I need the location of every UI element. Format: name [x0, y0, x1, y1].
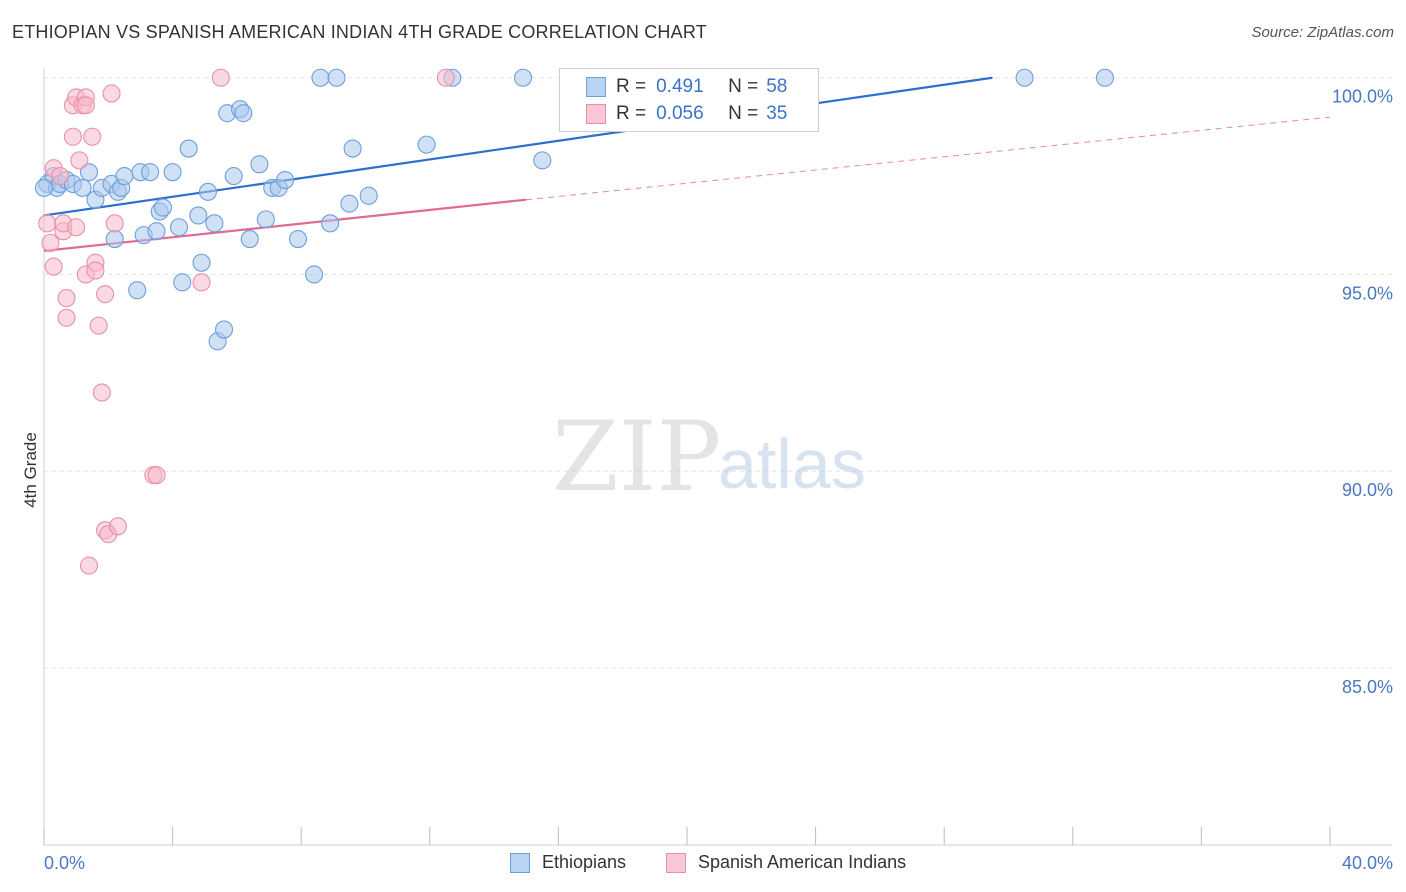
point-ethiopians: [147, 222, 166, 241]
axes-layer: 85.0% 90.0% 95.0% 100.0%: [43, 68, 1393, 846]
point-ethiopians: [1015, 68, 1034, 87]
point-ethiopians: [340, 194, 359, 213]
point-ethiopians: [250, 155, 269, 174]
point-ethiopians: [305, 265, 324, 284]
y-tick-label: 90.0%: [1342, 480, 1393, 500]
point-spanish-american-indians: [102, 84, 121, 103]
series-legend-spanish-american-indians[interactable]: Spanish American Indians: [666, 852, 906, 873]
legend-r-value-blue: 0.491: [656, 76, 704, 97]
point-ethiopians: [533, 151, 552, 170]
point-spanish-american-indians: [79, 556, 99, 575]
point-spanish-american-indians: [67, 218, 86, 237]
point-ethiopians: [79, 163, 99, 182]
point-ethiopians: [105, 230, 124, 249]
series-swatch-spanish-american-indians: [666, 852, 686, 873]
y-axis-label: 4th Grade: [21, 432, 40, 508]
legend-swatch-blue: [586, 77, 606, 97]
legend-swatch-pink: [586, 104, 606, 124]
point-ethiopians: [128, 281, 147, 300]
point-ethiopians: [115, 167, 134, 186]
point-ethiopians: [256, 210, 275, 229]
legend-row-pink: R = 0.056 N = 35: [586, 101, 787, 127]
watermark-atlas: atlas: [718, 425, 866, 503]
point-spanish-american-indians: [96, 285, 115, 304]
point-spanish-american-indians: [436, 68, 455, 87]
point-ethiopians: [34, 178, 54, 197]
point-spanish-american-indians: [76, 96, 95, 115]
point-ethiopians: [321, 214, 340, 233]
legend-n-value-blue: 58: [766, 76, 788, 97]
legend-row-blue: R = 0.491 N = 58: [586, 74, 787, 100]
point-ethiopians: [276, 170, 295, 190]
point-ethiopians: [224, 167, 243, 186]
legend-r-label-pink: R =: [616, 103, 647, 124]
point-ethiopians: [141, 163, 160, 182]
point-spanish-american-indians: [192, 273, 211, 292]
point-ethiopians: [189, 206, 208, 225]
point-spanish-american-indians: [147, 466, 166, 485]
trend-line-spanish-american-indians: [43, 198, 527, 252]
point-ethiopians: [343, 139, 362, 158]
point-spanish-american-indians: [92, 383, 111, 402]
point-ethiopians: [288, 230, 308, 249]
source-label: Source: ZipAtlas.com: [1251, 24, 1394, 41]
point-ethiopians: [214, 320, 234, 339]
point-spanish-american-indians: [211, 68, 230, 87]
point-spanish-american-indians: [41, 233, 60, 253]
point-spanish-american-indians: [63, 127, 82, 146]
point-spanish-american-indians: [44, 257, 63, 276]
point-spanish-american-indians: [86, 261, 105, 280]
point-ethiopians: [205, 214, 224, 233]
point-spanish-american-indians: [105, 214, 124, 233]
series-legend-ethiopians-label: Ethiopians: [542, 852, 627, 872]
point-spanish-american-indians: [108, 517, 127, 536]
point-ethiopians: [163, 163, 182, 182]
series-swatch-ethiopians: [510, 852, 530, 873]
y-tick-label: 100.0%: [1332, 87, 1393, 107]
legend-r-value-pink: 0.056: [656, 103, 704, 124]
points-layer: [34, 68, 1114, 575]
point-spanish-american-indians: [83, 127, 102, 146]
legend-r-label-blue: R =: [616, 76, 647, 97]
point-ethiopians: [359, 186, 378, 205]
point-ethiopians: [169, 218, 189, 237]
legend-n-value-pink: 35: [766, 103, 788, 124]
point-ethiopians: [173, 273, 192, 292]
point-spanish-american-indians: [89, 316, 108, 335]
point-ethiopians: [153, 198, 173, 217]
series-legend-ethiopians[interactable]: Ethiopians: [510, 852, 626, 873]
point-spanish-american-indians: [57, 289, 76, 308]
legend-n-label-blue: N =: [728, 76, 759, 97]
point-ethiopians: [327, 68, 346, 87]
point-spanish-american-indians: [51, 167, 70, 186]
point-ethiopians: [240, 230, 259, 249]
point-ethiopians: [179, 139, 198, 158]
x-tick-min: 0.0%: [44, 853, 85, 873]
watermark-zip: ZIP: [552, 401, 721, 513]
trend-line-extension: [526, 116, 1331, 201]
point-ethiopians: [311, 68, 330, 87]
legend-n-label-pink: N =: [728, 103, 759, 124]
series-legend: Ethiopians Spanish American Indians: [0, 852, 1406, 878]
grid-layer: [44, 77, 1392, 669]
point-spanish-american-indians: [57, 308, 76, 327]
point-spanish-american-indians: [38, 214, 57, 233]
x-tick-max: 40.0%: [1342, 853, 1393, 873]
point-ethiopians: [192, 253, 211, 272]
chart-title: ETHIOPIAN VS SPANISH AMERICAN INDIAN 4TH…: [12, 22, 707, 42]
point-ethiopians: [417, 135, 436, 154]
point-ethiopians: [1095, 68, 1114, 87]
series-legend-spanish-american-indians-label: Spanish American Indians: [698, 852, 907, 872]
point-ethiopians: [513, 68, 533, 87]
y-tick-label: 85.0%: [1342, 677, 1393, 697]
point-ethiopians: [234, 104, 253, 123]
y-tick-label: 95.0%: [1342, 283, 1393, 303]
point-ethiopians: [73, 178, 92, 197]
point-ethiopians: [198, 182, 218, 201]
point-spanish-american-indians: [70, 151, 89, 170]
correlation-legend: R = 0.491 N = 58 R = 0.056 N = 35: [559, 68, 819, 132]
